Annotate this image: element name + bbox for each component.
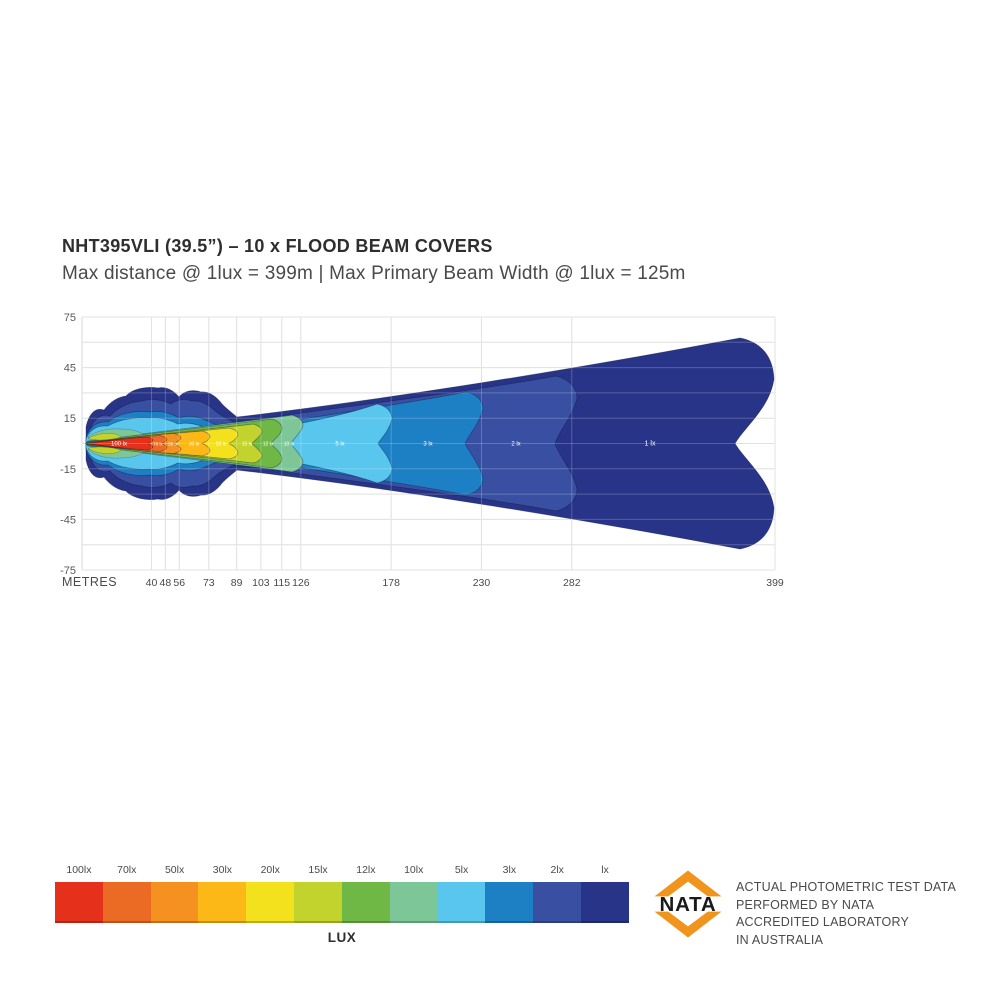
contour-label-20lx: 20 lx (216, 442, 227, 448)
y-tick-label: 15 (64, 413, 76, 425)
legend-item-label: 15lx (308, 864, 328, 876)
legend-caption: LUX (327, 930, 357, 945)
legend-item-label: 20lx (260, 864, 280, 876)
page-subtitle: Max distance @ 1lux = 399m | Max Primary… (62, 263, 686, 284)
legend-swatch (150, 882, 199, 923)
contour-label-50lx: 50 lx (168, 442, 178, 447)
beam-contour-5lx (85, 403, 393, 484)
grid-under (81, 316, 776, 571)
legend-item-label: 100lx (66, 864, 92, 876)
x-tick-label: 73 (203, 577, 215, 589)
beam-contours (85, 337, 775, 550)
legend-item-label: 10lx (404, 864, 424, 876)
y-tick-label: -75 (60, 565, 76, 577)
beam-contour-50lx (85, 433, 182, 454)
legend-label-row: 100lx 70lx 50lx 30lx 20lx 15lx 12lx 10lx 5lx 3lx 2… (55, 864, 629, 882)
legend-item-label: 5lx (454, 864, 469, 876)
x-tick-label: 48 (160, 577, 172, 589)
beam-contour-1lx (85, 337, 775, 550)
x-tick-label: 115 (273, 577, 290, 589)
x-tick-label: 126 (292, 577, 310, 589)
legend-swatch (55, 882, 103, 923)
contour-label-100lx: 100 lx (111, 442, 127, 448)
axis-labels: 75 45 15 -15 -45 -75 40 48 56 73 89 103 115 126 178 230… (60, 312, 784, 589)
nata-accreditation-block: NATA ACTUAL PHOTOMETRIC TEST DATA PERFOR… (650, 866, 956, 949)
contour-label-1lx: 1 lx (645, 441, 656, 448)
legend-item-label: lx (601, 864, 609, 876)
contour-label-5lx: 5 lx (335, 442, 344, 448)
lux-legend: 100lx 70lx 50lx 30lx 20lx 15lx 12lx 10lx 5lx 3lx 2… (55, 864, 629, 945)
contour-label-70lx: 70 lx (153, 442, 163, 447)
x-tick-label: 178 (382, 577, 400, 589)
y-axis-unit-label: METRES (62, 575, 117, 589)
beam-contour-15lx-spill (87, 446, 122, 454)
x-tick-label: 56 (173, 577, 185, 589)
x-tick-label: 230 (473, 577, 491, 589)
x-tick-label: 282 (563, 577, 581, 589)
contour-label-15lx: 15 lx (242, 442, 253, 448)
nata-logo-text: NATA (660, 893, 717, 916)
nata-text-line: ACCREDITED LABORATORY (736, 915, 909, 929)
legend-swatch (294, 882, 342, 923)
x-tick-label: 399 (766, 577, 784, 589)
legend-item-label: 30lx (212, 864, 233, 876)
contour-label-12lx: 12 lx (263, 442, 274, 448)
beam-contour-2lx (89, 375, 578, 512)
legend-swatch (581, 882, 629, 923)
y-tick-label: 45 (64, 363, 76, 375)
legend-swatch (246, 882, 295, 923)
beam-contour-15lx (85, 423, 263, 464)
title-block: NHT395VLI (39.5”) – 10 x FLOOD BEAM COVE… (62, 236, 686, 285)
legend-swatch (102, 882, 151, 923)
beam-contour-20lx (85, 427, 239, 460)
y-tick-label: -45 (60, 514, 76, 526)
legend-item-label: 2lx (550, 864, 564, 876)
beam-pattern-chart: 1 lx 2 lx 3 lx 5 lx 10 lx 12 lx 15 lx 20 lx 30 l… (60, 312, 784, 589)
contour-label-10lx: 10 lx (284, 442, 295, 448)
contour-labels: 1 lx 2 lx 3 lx 5 lx 10 lx 12 lx 15 lx 20 lx 30 l… (111, 441, 656, 448)
page-title: NHT395VLI (39.5”) – 10 x FLOOD BEAM COVE… (62, 236, 493, 256)
nata-logo: NATA (654, 870, 722, 938)
beam-contour-10lx-spill (87, 445, 146, 459)
nata-text-line: IN AUSTRALIA (736, 932, 824, 947)
beam-contour-3lx (85, 391, 484, 496)
contour-label-2lx: 2 lx (511, 442, 520, 448)
legend-item-label: 12lx (356, 864, 376, 876)
y-tick-label: 75 (64, 312, 76, 324)
beam-contour-15lx-spill (87, 433, 122, 441)
contour-label-30lx: 30 lx (189, 442, 200, 448)
legend-item-label: 3lx (502, 864, 517, 876)
x-tick-label: 89 (231, 577, 243, 589)
legend-swatch (389, 882, 438, 923)
nata-text: ACTUAL PHOTOMETRIC TEST DATA PERFORMED B… (736, 866, 956, 949)
beam-contour-100lx (85, 436, 154, 451)
legend-item-label: 70lx (117, 864, 137, 876)
legend-swatch (485, 882, 534, 923)
x-tick-label: 103 (252, 577, 270, 589)
beam-contour-30lx (85, 430, 211, 457)
nata-text-line: PERFORMED BY NATA (736, 897, 875, 912)
legend-color-bar (55, 882, 629, 923)
beam-contour-70lx (85, 435, 168, 452)
nata-text-line: ACTUAL PHOTOMETRIC TEST DATA (736, 880, 956, 894)
legend-swatch (341, 882, 390, 923)
legend-swatch (533, 882, 582, 923)
beam-contour-10lx-spill (87, 428, 146, 442)
nata-chevron-up-icon (654, 870, 722, 897)
legend-swatch (198, 882, 247, 923)
beam-contour-12lx (85, 418, 283, 469)
grid-over (82, 316, 776, 571)
y-tick-label: -15 (60, 464, 76, 476)
contour-label-3lx: 3 lx (423, 442, 432, 448)
beam-contour-10lx (85, 414, 304, 473)
legend-item-label: 50lx (164, 864, 185, 876)
x-tick-label: 40 (146, 577, 158, 589)
legend-swatch (437, 882, 486, 923)
nata-chevron-down-icon (654, 911, 722, 938)
